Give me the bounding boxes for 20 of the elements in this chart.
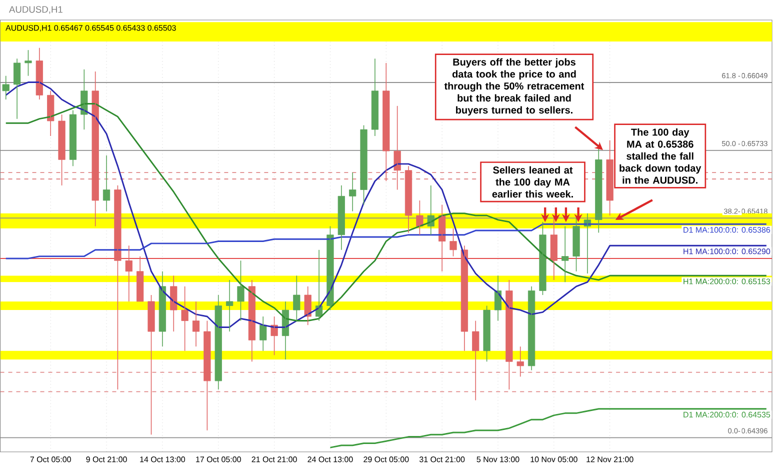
x-tick-label: 31 Oct 21:00 (419, 456, 465, 462)
series-label: D1 MA:100:0:0: 0.65386 (684, 227, 770, 233)
x-tick-label: 12 Nov 21:00 (586, 456, 634, 462)
series-label: H1 MA:100:0:0: 0.65290 (684, 248, 770, 254)
annotation: Sellers leaned at the 100 day MA earlier this week. (492, 166, 573, 198)
text: AUDUSD,H1 0.65467 0.65545 0.65433 0.65503 (6, 25, 176, 32)
annotation: Buyers off the better jobs data took the price to and through the 50% retracement but the break failed and buyers turned to sellers. (444, 58, 584, 116)
series-label: H1 MA:200:0:0: 0.65153 (684, 278, 770, 284)
x-tick-label: 21 Oct 21:00 (252, 456, 297, 462)
x-tick-label: 29 Oct 05:00 (364, 456, 409, 462)
x-tick-label: 24 Oct 13:00 (308, 456, 353, 462)
x-tick-label: 7 Oct 05:00 (30, 456, 71, 462)
x-tick-label: 14 Oct 13:00 (140, 456, 186, 462)
x-tick-label: 5 Nov 13:00 (476, 456, 520, 462)
annotation: The 100 day MA at 0.65386 stalled the fall back down today in the AUDUSD. (620, 128, 702, 184)
chart-subtitle: AUDUSD,H1 (9, 6, 62, 14)
x-tick-label: 17 Oct 05:00 (196, 456, 241, 462)
x-tick-label: 9 Oct 21:00 (86, 456, 127, 462)
x-tick-label: 10 Nov 05:00 (530, 456, 578, 462)
series-label: D1 MA:200:0:0: 0.64535 (684, 412, 770, 418)
